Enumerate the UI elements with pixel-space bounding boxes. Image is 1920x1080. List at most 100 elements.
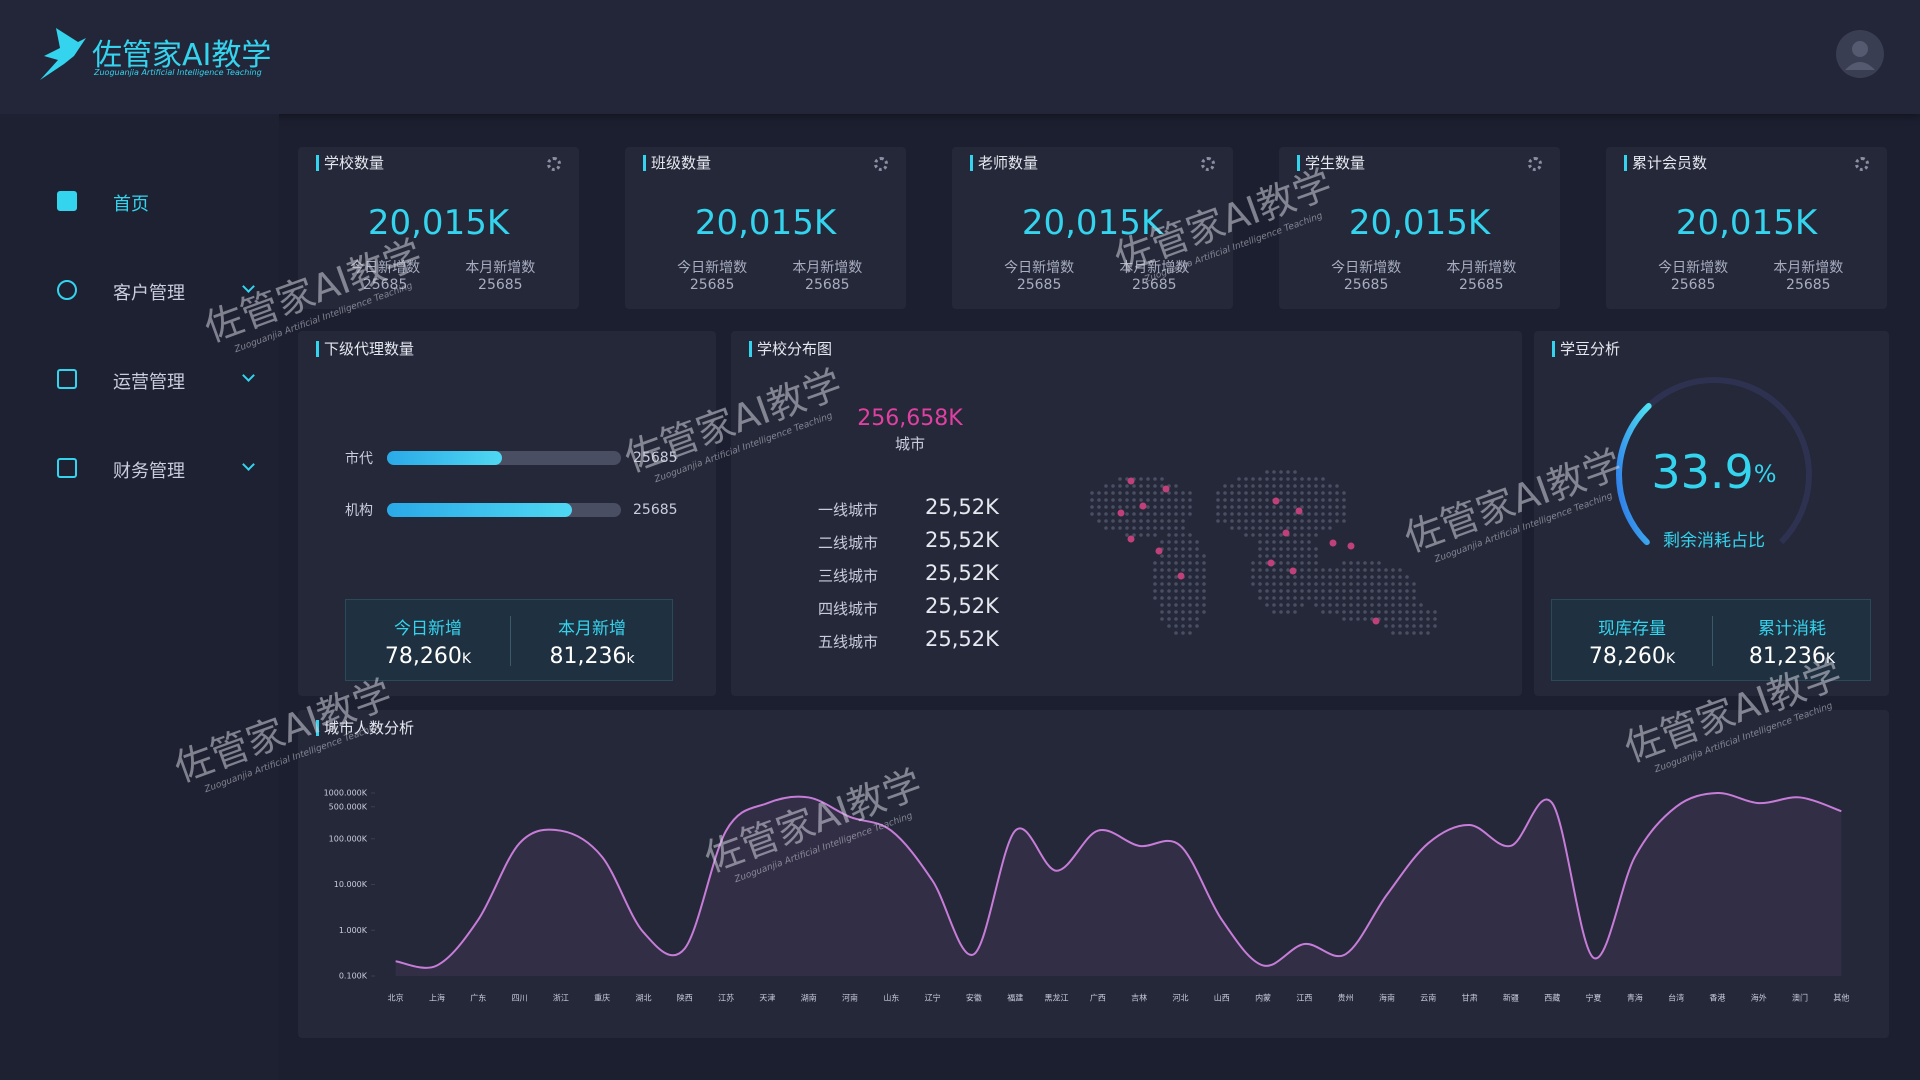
map-dot [1335,596,1339,600]
map-dot [1328,603,1332,607]
map-dot [1279,498,1283,502]
map-dot [1328,512,1332,516]
map-dot [1160,554,1164,558]
map-dot [1398,624,1402,628]
map-dot [1314,512,1318,516]
map-dot [1125,498,1129,502]
map-dot [1314,575,1318,579]
map-dot [1188,596,1192,600]
map-dot [1300,484,1304,488]
map-dot [1377,561,1381,565]
map-dot [1181,617,1185,621]
map-dot [1286,484,1290,488]
map-dot [1139,477,1143,481]
map-dot [1293,596,1297,600]
map-dot [1153,589,1157,593]
map-dot [1300,519,1304,523]
map-dot [1188,610,1192,614]
map-dot [1412,596,1416,600]
nav-chevron[interactable] [242,280,255,293]
bar-label: 市代 [345,451,373,467]
card-sub-value: 25685 [689,277,735,293]
map-dot [1356,603,1360,607]
map-dot [1349,596,1353,600]
gauge-value-text: 33.9% [1651,445,1776,499]
map-dot [1111,491,1115,495]
map-dot [1307,526,1311,530]
map-dot [1132,526,1136,530]
map-dot [1314,561,1318,565]
map-dot [1181,624,1185,628]
map-dot [1160,568,1164,572]
map-dot [1356,596,1360,600]
nav-chevron[interactable] [242,458,255,471]
nav-chevron[interactable] [242,369,255,382]
map-dot [1356,561,1360,565]
map-dot [1398,575,1402,579]
map-dot [1307,519,1311,523]
map-dot [1377,589,1381,593]
map-dot [1279,540,1283,544]
header: 佐管家AI教学 Zuoguanjia Artificial Intelligen… [0,0,1920,114]
map-dot [1160,505,1164,509]
map-dot [1251,484,1255,488]
map-dot [1307,547,1311,551]
map-dot [1321,568,1325,572]
map-dot [1195,603,1199,607]
map-dot [1104,484,1108,488]
map-dot [1433,624,1437,628]
map-dot [1097,491,1101,495]
map-dot [1181,561,1185,565]
avatar[interactable] [1836,30,1884,78]
map-dot [1272,491,1276,495]
map-dot [1328,596,1332,600]
map-dot [1139,484,1143,488]
map-dot [1335,512,1339,516]
map-dot [1272,526,1276,530]
map-dot [1118,505,1122,509]
map-dot [1265,477,1269,481]
map-dot [1300,547,1304,551]
nav-item[interactable]: 运营管理 [113,372,185,393]
map-dot [1286,477,1290,481]
nav-icon [57,458,77,478]
map-dot [1188,533,1192,537]
map-dot [1335,491,1339,495]
nav-item[interactable]: 客户管理 [113,283,185,304]
map-dot [1125,533,1129,537]
map-dot [1307,491,1311,495]
map-dot [1405,610,1409,614]
map-dot [1307,505,1311,509]
map-dot [1181,603,1185,607]
map-dot [1300,554,1304,558]
map-dot [1384,596,1388,600]
map-panel: 学校分布图 256,658K 城市 一线城市 25,52K 二线城市 25,52K 三线城市 2… [731,331,1522,696]
map-dot [1125,491,1129,495]
map-dot [1111,519,1115,523]
map-dot [1160,575,1164,579]
map-dot [1188,631,1192,635]
map-dot [1328,610,1332,614]
map-dot [1314,568,1318,572]
map-dot [1132,519,1136,523]
map-dot [1279,547,1283,551]
map-dot [1174,596,1178,600]
map-dot [1146,484,1150,488]
map-dot [1167,624,1171,628]
map-dot [1104,505,1108,509]
map-dot [1244,505,1248,509]
map-dot [1342,575,1346,579]
map-dot [1167,498,1171,502]
map-dot [1335,568,1339,572]
map-dot [1167,533,1171,537]
map-dot [1167,526,1171,530]
nav-item[interactable]: 财务管理 [113,461,185,482]
map-dot [1181,498,1185,502]
card-value: 20,015K [367,203,510,243]
map-dot [1167,568,1171,572]
tier-label: 一线城市 [818,501,879,519]
map-dot [1258,498,1262,502]
card-sub-label: 本月新增数 [1119,260,1190,276]
map-dot [1153,512,1157,516]
nav-item[interactable]: 首页 [113,194,149,215]
